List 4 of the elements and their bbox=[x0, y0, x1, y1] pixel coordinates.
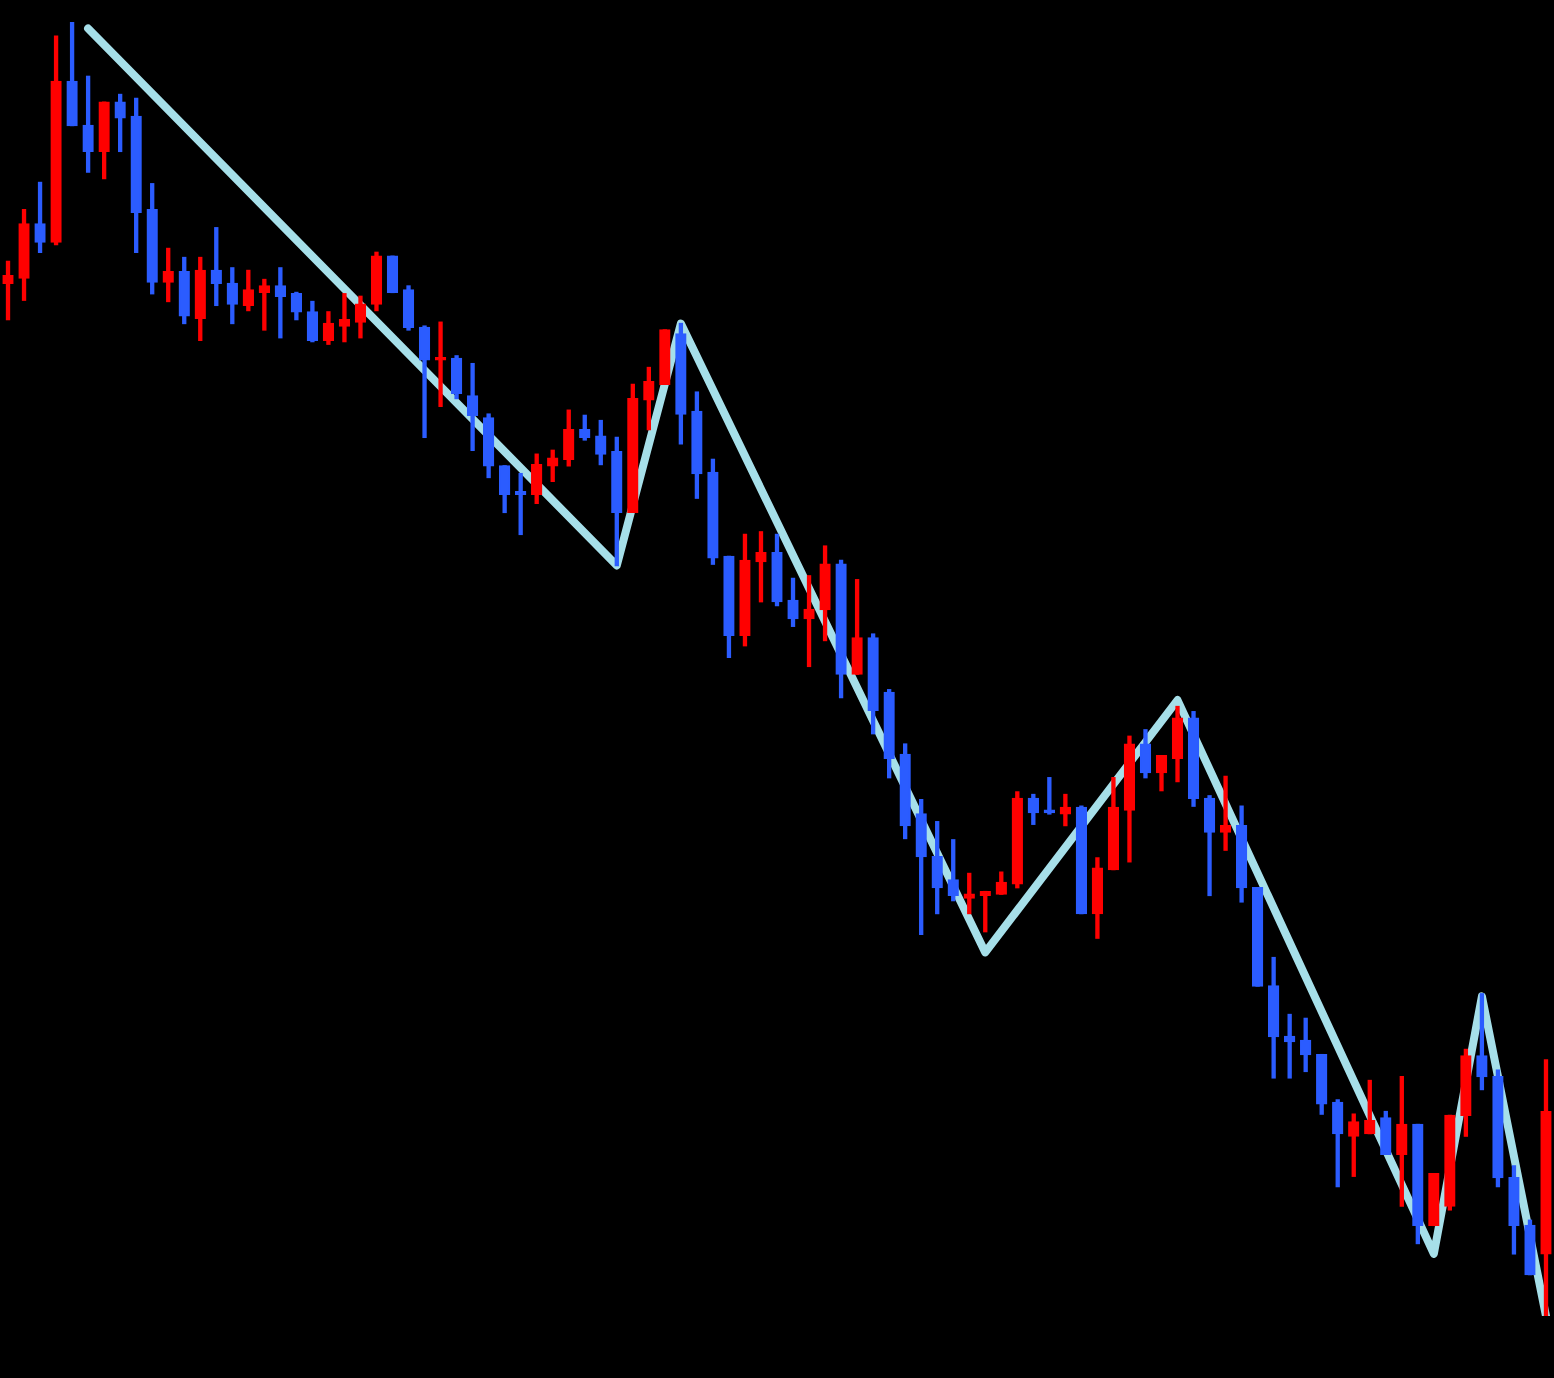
candlestick bbox=[274, 267, 287, 339]
candlestick bbox=[1219, 775, 1232, 851]
candlestick bbox=[258, 278, 270, 331]
candlestick bbox=[338, 293, 351, 343]
